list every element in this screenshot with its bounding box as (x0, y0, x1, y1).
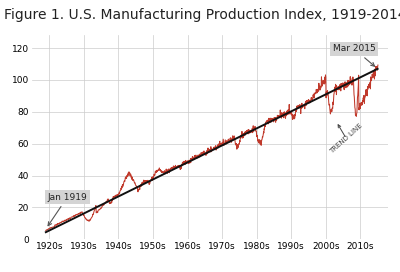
Text: Jan 1919: Jan 1919 (48, 193, 87, 226)
Text: TREND LINE: TREND LINE (329, 123, 364, 155)
Text: Mar 2015: Mar 2015 (333, 44, 376, 66)
Text: Figure 1. U.S. Manufacturing Production Index, 1919-2014: Figure 1. U.S. Manufacturing Production … (4, 8, 400, 22)
